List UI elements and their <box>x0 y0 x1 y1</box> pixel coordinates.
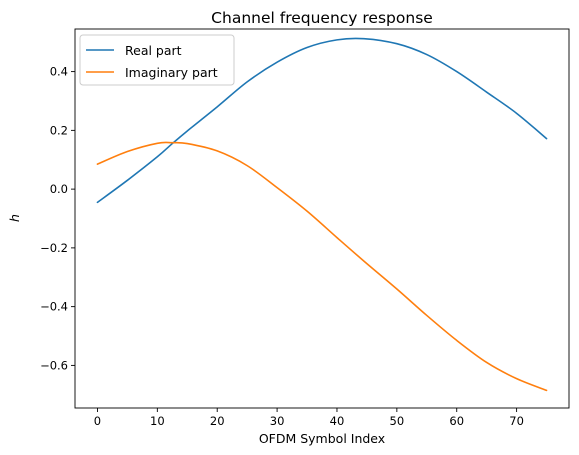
y-tick-label: −0.6 <box>40 358 68 372</box>
x-tick-label: 50 <box>390 414 405 428</box>
x-tick-label: 20 <box>210 414 225 428</box>
y-axis-label: h <box>7 214 22 222</box>
axes-frame <box>74 28 570 409</box>
x-axis-ticks: 0 10 20 30 40 50 60 70 <box>94 408 524 428</box>
legend-label-real-part: Real part <box>125 43 182 58</box>
legend-label-imaginary-part: Imaginary part <box>125 65 218 80</box>
x-tick-label: 60 <box>449 414 464 428</box>
y-axis-ticks: −0.6 −0.4 −0.2 0.0 0.2 0.4 <box>40 65 75 372</box>
plot-area <box>74 28 570 409</box>
y-tick-label: −0.4 <box>40 300 68 314</box>
series-group <box>96 37 548 392</box>
chart-title: Channel frequency response <box>211 9 433 27</box>
y-tick-label: 0.0 <box>50 182 68 196</box>
legend: Real part Imaginary part <box>79 34 235 86</box>
x-tick-label: 30 <box>270 414 285 428</box>
x-tick-label: 0 <box>94 414 101 428</box>
x-axis-label: OFDM Symbol Index <box>259 431 385 446</box>
y-tick-label: −0.2 <box>40 241 68 255</box>
series-line-imaginary-part <box>96 141 548 392</box>
y-tick-label: 0.2 <box>50 123 68 137</box>
y-tick-label: 0.4 <box>50 65 68 79</box>
x-tick-label: 70 <box>509 414 524 428</box>
legend-box <box>79 34 235 86</box>
x-tick-label: 10 <box>150 414 165 428</box>
series-line-real-part <box>96 37 548 204</box>
x-tick-label: 40 <box>330 414 345 428</box>
